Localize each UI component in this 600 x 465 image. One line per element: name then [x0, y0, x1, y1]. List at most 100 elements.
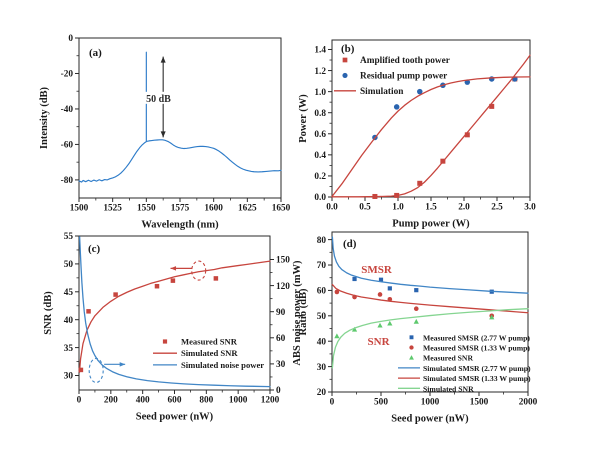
square-marker	[213, 276, 219, 281]
triangle-marker	[387, 320, 393, 326]
y-axis-title: Ratio (dB)	[298, 288, 309, 335]
panel-label: (c)	[88, 243, 101, 255]
panel-d: 0 500 1000 1500 2000 20 30 40 50 60 70 80 SMSR SNR Mea…	[298, 231, 538, 425]
y2-tick-label: 90	[276, 308, 286, 318]
legend-marker	[409, 345, 414, 350]
series-simulated-smsr-2-77-w-pump	[331, 236, 529, 294]
y-tick-label: 50	[64, 260, 74, 270]
panel-a: 1500 1525 1550 1575 1600 1625 1650 0 -20 -40 -60 -8…	[39, 34, 291, 230]
square-marker	[387, 286, 392, 291]
y-tick-label: 45	[64, 288, 74, 298]
square-marker	[464, 132, 470, 138]
legend-marker	[162, 339, 168, 344]
legend-label: Residual pump power	[360, 71, 447, 81]
x-tick-label: 1575	[171, 204, 190, 214]
legend-label: Simulated SNR	[181, 348, 238, 358]
legend-label: Simulated noise power	[181, 360, 264, 370]
x-tick-label: 2.0	[458, 203, 470, 213]
y2-axis-title: ABS noise power (mW)	[292, 260, 303, 366]
annotation-text: 50 dB	[146, 94, 171, 105]
x-tick-label: 0.0	[326, 203, 338, 213]
triangle-marker	[489, 314, 495, 320]
y-tick-label: 0.2	[314, 172, 326, 182]
panel-label: (d)	[343, 238, 357, 250]
y-tick-label: -60	[61, 141, 74, 151]
y-tick-label: 60	[317, 287, 327, 297]
legend-marker	[409, 335, 414, 340]
circle-marker	[377, 292, 383, 297]
triangle-marker	[351, 326, 358, 332]
x-tick-label: 1200	[261, 396, 280, 406]
x-tick-label: 400	[136, 396, 150, 406]
annotation-text: SMSR	[361, 264, 393, 276]
x-tick-label: 200	[104, 396, 118, 406]
y2-tick-label: 120	[276, 282, 290, 292]
legend-label: Simulated SNR	[423, 384, 474, 393]
x-tick-label: 0.5	[359, 203, 371, 213]
x-tick-label: 500	[374, 398, 388, 408]
y-tick-label: 35	[64, 344, 74, 354]
legend-label: Simulated SMSR (1.33 W pump)	[423, 374, 531, 383]
circle-marker	[413, 306, 419, 312]
y-tick-label: 1.4	[314, 46, 326, 56]
y-axis-title: Power (W)	[298, 94, 309, 143]
y2-tick-label: 0	[276, 386, 281, 396]
legend-label: Amplified tooth power	[360, 56, 450, 66]
x-axis-title: Seed power (nW)	[136, 412, 214, 423]
x-axis-title: Wavelength (nm)	[141, 220, 219, 231]
y-tick-label: 55	[64, 232, 74, 242]
y-tick-label: 30	[64, 372, 74, 382]
square-marker	[378, 277, 384, 282]
square-marker	[170, 278, 176, 283]
y-tick-label: -20	[61, 70, 74, 80]
circle-marker	[334, 289, 340, 295]
series-spectrum	[78, 51, 282, 183]
y-axis-title: SNR (dB)	[43, 291, 54, 335]
x-tick-label: 1000	[421, 398, 440, 408]
circle-marker	[417, 88, 423, 95]
triangle-marker	[334, 333, 340, 339]
x-tick-label: 1625	[238, 204, 257, 214]
x-tick-label: 1525	[103, 204, 122, 214]
series-simulated-snr	[331, 308, 529, 369]
y-tick-label: 40	[317, 337, 327, 347]
circle-marker	[488, 76, 495, 82]
y-tick-label: 0	[68, 34, 73, 44]
y2-tick-label: 60	[276, 334, 286, 344]
x-tick-label: 1.5	[425, 203, 437, 213]
arrowhead	[160, 56, 166, 63]
x-tick-label: 1500	[70, 204, 89, 214]
y-tick-label: 80	[317, 236, 327, 246]
panel-label: (b)	[341, 43, 355, 55]
y-tick-label: 0.6	[314, 130, 326, 140]
series-simulated-smsr-1-33-w-pump	[331, 283, 529, 314]
x-tick-label: 1600	[204, 204, 223, 214]
x-tick-label: 1000	[229, 396, 248, 406]
square-marker	[86, 309, 91, 314]
y-tick-label: 1.0	[314, 88, 326, 98]
x-tick-label: 3.0	[524, 203, 536, 213]
y-axis-title: Intensity (dB)	[39, 86, 50, 149]
y-tick-label: 0.0	[314, 193, 326, 203]
legend-marker	[342, 72, 348, 78]
annotation-text: SNR	[368, 336, 391, 348]
square-marker	[113, 292, 118, 297]
series-simulated-snr	[78, 260, 271, 373]
legend-label: Measured SMSR (1.33 W pump)	[423, 344, 530, 353]
series-measured-snr	[334, 314, 495, 339]
y-tick-label: 0.8	[314, 109, 326, 119]
x-tick-label: 2000	[519, 398, 538, 408]
y-tick-label: 50	[317, 312, 327, 322]
legend-marker	[342, 57, 348, 63]
y-tick-label: 0.4	[314, 151, 326, 161]
triangle-marker	[377, 322, 383, 328]
series-simulated-noise-power	[78, 236, 271, 388]
x-tick-label: 2.5	[491, 203, 503, 213]
highlight-ellipse	[88, 357, 104, 384]
arrowhead	[170, 266, 177, 271]
x-axis-title: Pump power (W)	[392, 219, 470, 230]
y-tick-label: 20	[317, 388, 327, 398]
panel-b: 0.0 0.5 1.0 1.5 2.0 2.5 3.0 0.0 0.2 0.4 0.6 0.8 1.0 1…	[298, 39, 536, 230]
square-marker	[489, 103, 495, 109]
square-marker	[78, 367, 84, 373]
